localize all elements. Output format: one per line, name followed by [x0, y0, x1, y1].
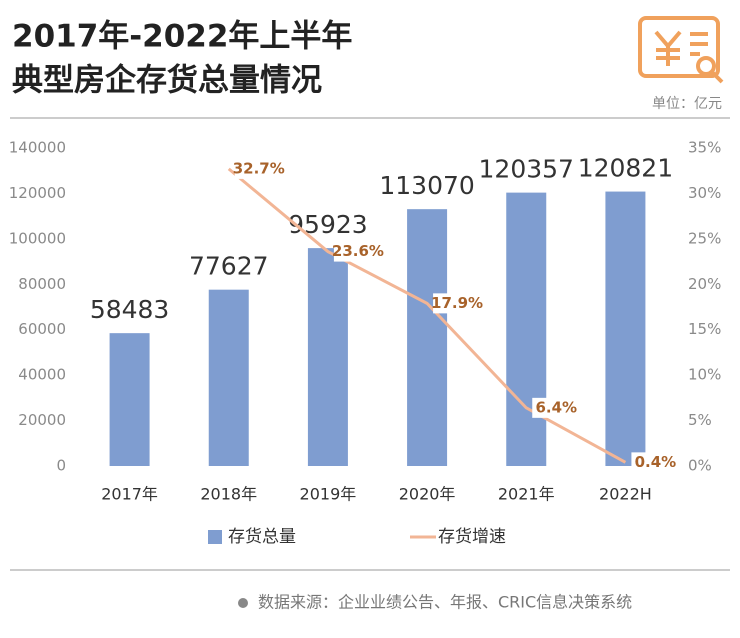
label-bg [333, 241, 382, 262]
legend-label: 存货总量 [228, 527, 296, 547]
line-value-label: 0.4% [635, 453, 677, 471]
bar-value-label: 113070 [379, 171, 474, 200]
line [227, 167, 627, 464]
y-tick-label: 140000 [9, 139, 66, 157]
y-tick-label: 0 [56, 457, 66, 475]
bullet [238, 598, 248, 608]
bar [506, 192, 547, 466]
y-tick-label: 100000 [9, 229, 66, 247]
y-tick-label: 80000 [18, 275, 66, 293]
y2-tick-label: 20% [688, 275, 721, 293]
legend-label: 存货增速 [438, 527, 506, 547]
y-tick-label: 60000 [18, 320, 66, 338]
bar [109, 333, 150, 466]
label-bg [234, 158, 283, 179]
y2-tick-label: 0% [688, 457, 712, 475]
x-tick-label: 2021年 [498, 485, 555, 504]
legend-swatch [208, 530, 222, 544]
y-tick-label: 20000 [18, 411, 66, 429]
icon [638, 16, 724, 84]
bar [407, 209, 448, 467]
label-bg [532, 397, 581, 418]
bar-value-label: 95923 [288, 210, 368, 239]
chart-title: 2017年-2022年上半年 [12, 19, 352, 55]
y-tick-label: 40000 [18, 366, 66, 384]
y2-tick-label: 5% [688, 411, 712, 429]
bar [307, 248, 348, 466]
chart-title: 典型房企存货总量情况 [12, 63, 322, 99]
label-bg [433, 293, 482, 314]
bar-value-label: 120357 [479, 155, 574, 184]
y2-tick-label: 15% [688, 320, 721, 338]
y2-tick-label: 35% [688, 139, 721, 157]
bar-value-label: 58483 [90, 295, 170, 324]
line-value-label: 32.7% [233, 159, 285, 177]
x-tick-label: 2019年 [300, 485, 357, 504]
line-value-label: 17.9% [431, 294, 483, 312]
label-bg [631, 452, 680, 473]
line-value-label: 6.4% [535, 398, 577, 416]
bar-value-label: 77627 [189, 252, 269, 281]
x-tick-label: 2020年 [399, 485, 456, 504]
y2-tick-label: 10% [688, 366, 721, 384]
y2-tick-label: 25% [688, 229, 721, 247]
source-note: 数据来源：企业业绩公告、年报、CRIC信息决策系统 [258, 593, 632, 612]
bar [605, 191, 646, 467]
y-tick-label: 120000 [9, 184, 66, 202]
unit-label: 单位：亿元 [652, 96, 722, 112]
x-tick-label: 2017年 [101, 485, 158, 504]
x-tick-label: 2022H [599, 485, 652, 504]
line-value-label: 23.6% [332, 242, 384, 260]
bar-value-label: 120821 [578, 154, 673, 183]
bar [208, 289, 249, 466]
y2-tick-label: 30% [688, 184, 721, 202]
x-tick-label: 2018年 [200, 485, 257, 504]
